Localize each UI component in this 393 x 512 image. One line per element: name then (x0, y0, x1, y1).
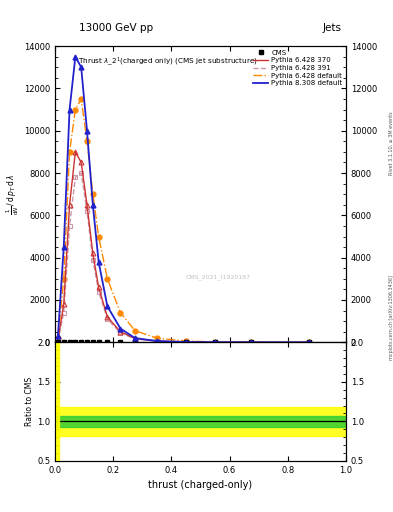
Text: mcplots.cern.ch [arXiv:1306.3436]: mcplots.cern.ch [arXiv:1306.3436] (389, 275, 393, 360)
Pythia 6.428 391 (307, 339, 312, 346)
Bar (55, 343, 59, 461)
Pythia 8.308 default (79, 64, 84, 70)
Pythia 6.428 370 (133, 335, 138, 342)
CMS (84, 339, 89, 346)
Pythia 6.428 370 (61, 301, 66, 307)
Line: Pythia 6.428 391: Pythia 6.428 391 (58, 173, 310, 343)
Pythia 6.428 default (307, 339, 312, 346)
Pythia 8.308 default (118, 326, 123, 332)
Pythia 6.428 default (213, 339, 217, 345)
Pythia 6.428 default (55, 335, 60, 341)
Pythia 6.428 391 (105, 316, 110, 322)
Legend: CMS, Pythia 6.428 370, Pythia 6.428 391, Pythia 6.428 default, Pythia 8.308 defa: CMS, Pythia 6.428 370, Pythia 6.428 391,… (252, 48, 344, 88)
Pythia 6.428 default (154, 335, 159, 341)
Line: CMS: CMS (55, 340, 312, 345)
Pythia 8.308 default (105, 303, 110, 309)
Pythia 8.308 default (96, 259, 101, 265)
Pythia 6.428 default (61, 276, 66, 282)
Pythia 6.428 370 (105, 314, 110, 320)
CMS (79, 339, 84, 346)
Text: Thrust $\lambda\_2^1$(charged only) (CMS jet substructure): Thrust $\lambda\_2^1$(charged only) (CMS… (78, 55, 258, 68)
Text: 13000 GeV pp: 13000 GeV pp (79, 23, 153, 33)
Pythia 6.428 391 (84, 208, 89, 214)
Line: Pythia 8.308 default: Pythia 8.308 default (58, 57, 310, 343)
Pythia 6.428 default (184, 338, 188, 344)
Pythia 8.308 default (73, 54, 78, 60)
Y-axis label: Ratio to CMS: Ratio to CMS (25, 377, 34, 426)
CMS (307, 339, 312, 346)
Text: Jets: Jets (323, 23, 342, 33)
Pythia 6.428 default (84, 138, 89, 144)
X-axis label: thrust (charged-only): thrust (charged-only) (149, 480, 252, 490)
Pythia 6.428 default (73, 106, 78, 113)
Bar (55, 407, 346, 436)
Pythia 6.428 391 (249, 339, 254, 346)
Pythia 8.308 default (133, 335, 138, 341)
CMS (118, 339, 123, 346)
Pythia 6.428 391 (79, 170, 84, 176)
Pythia 6.428 370 (118, 329, 123, 335)
Pythia 6.428 default (79, 96, 84, 102)
Pythia 8.308 default (61, 244, 66, 250)
Pythia 6.428 370 (55, 337, 60, 343)
Pythia 6.428 370 (96, 284, 101, 290)
CMS (96, 339, 101, 346)
Pythia 6.428 391 (184, 339, 188, 345)
Pythia 8.308 default (249, 339, 254, 346)
Pythia 8.308 default (213, 339, 217, 345)
Pythia 6.428 default (67, 149, 72, 155)
Pythia 6.428 default (105, 276, 110, 282)
Pythia 6.428 370 (73, 149, 78, 155)
Pythia 6.428 370 (67, 202, 72, 208)
CMS (67, 339, 72, 346)
Pythia 8.308 default (154, 338, 159, 344)
Pythia 6.428 default (249, 339, 254, 345)
CMS (73, 339, 78, 346)
Pythia 6.428 370 (90, 250, 95, 257)
CMS (154, 339, 159, 346)
Pythia 8.308 default (90, 202, 95, 208)
Pythia 8.308 default (84, 127, 89, 134)
Text: CMS_2021_I1920187: CMS_2021_I1920187 (186, 274, 251, 280)
Text: Rivet 3.1.10, ≥ 3M events: Rivet 3.1.10, ≥ 3M events (389, 112, 393, 175)
Pythia 6.428 391 (90, 257, 95, 263)
Pythia 6.428 391 (73, 174, 78, 180)
Pythia 6.428 370 (249, 339, 254, 346)
Pythia 8.308 default (67, 106, 72, 113)
Pythia 6.428 370 (307, 339, 312, 346)
Line: Pythia 6.428 default: Pythia 6.428 default (58, 99, 310, 343)
CMS (184, 339, 188, 346)
Pythia 6.428 391 (96, 288, 101, 294)
Pythia 6.428 370 (79, 159, 84, 165)
Pythia 6.428 391 (55, 337, 60, 344)
Pythia 6.428 default (118, 310, 123, 316)
Pythia 8.308 default (55, 333, 60, 339)
Pythia 6.428 370 (184, 339, 188, 345)
Pythia 6.428 391 (133, 336, 138, 342)
Pythia 6.428 391 (154, 338, 159, 345)
Pythia 6.428 370 (213, 339, 217, 345)
Pythia 6.428 default (90, 191, 95, 197)
Pythia 8.308 default (184, 339, 188, 345)
CMS (133, 339, 138, 346)
Pythia 6.428 391 (213, 339, 217, 345)
Pythia 6.428 391 (118, 330, 123, 336)
Pythia 6.428 391 (67, 223, 72, 229)
CMS (213, 339, 217, 346)
Pythia 6.428 370 (154, 338, 159, 344)
Line: Pythia 6.428 370: Pythia 6.428 370 (58, 152, 310, 343)
CMS (90, 339, 95, 346)
CMS (105, 339, 110, 346)
Pythia 6.428 391 (61, 310, 66, 316)
CMS (249, 339, 254, 346)
Y-axis label: $\frac{1}{\mathrm{d}N}\,/\,\mathrm{d}\,p_T\,\mathrm{d}\,\lambda$: $\frac{1}{\mathrm{d}N}\,/\,\mathrm{d}\,p… (5, 174, 21, 215)
CMS (55, 339, 60, 346)
Pythia 6.428 default (96, 233, 101, 240)
Pythia 6.428 default (133, 328, 138, 334)
Pythia 8.308 default (307, 339, 312, 346)
Pythia 6.428 370 (84, 202, 89, 208)
CMS (61, 339, 66, 346)
Bar (55, 416, 346, 427)
